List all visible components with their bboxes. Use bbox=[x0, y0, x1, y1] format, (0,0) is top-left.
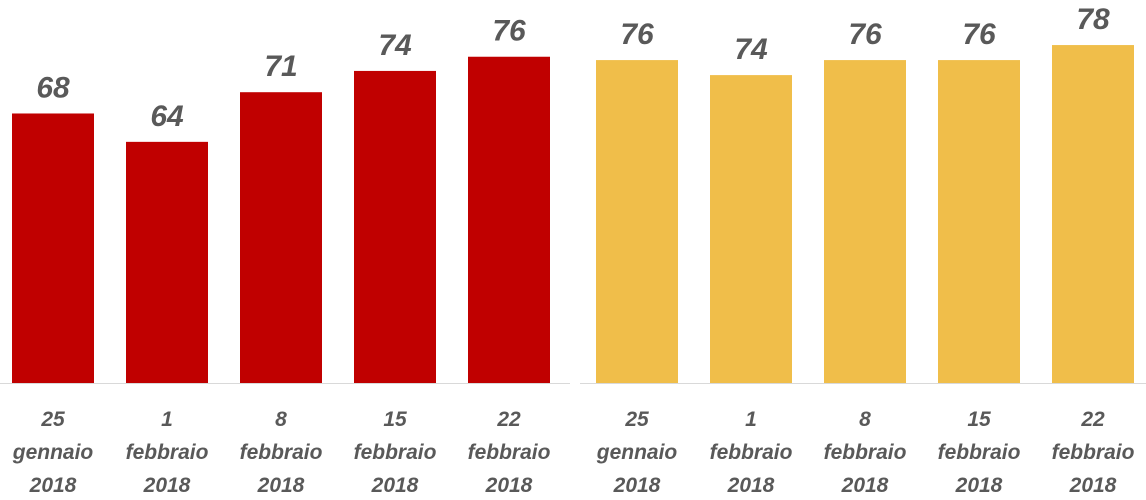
x-tick-label: 22 febbraio 2018 bbox=[467, 408, 551, 497]
value-label: 71 bbox=[264, 50, 297, 83]
value-label: 74 bbox=[734, 33, 768, 66]
x-tick-label: 1 febbraio 2018 bbox=[125, 408, 209, 497]
bar bbox=[938, 60, 1020, 383]
value-label: 76 bbox=[962, 18, 996, 51]
x-tick-label-box: 8 febbraio 2018 bbox=[224, 403, 338, 500]
bar bbox=[240, 92, 322, 383]
bar bbox=[1052, 45, 1134, 383]
x-tick-label-box: 8 febbraio 2018 bbox=[808, 403, 922, 500]
x-tick-label-box: 15 febbraio 2018 bbox=[338, 403, 452, 500]
value-label: 76 bbox=[620, 18, 654, 51]
bar bbox=[126, 141, 208, 383]
x-tick-label-box: 25 gennaio 2018 bbox=[580, 403, 694, 500]
x-tick-label: 15 febbraio 2018 bbox=[353, 408, 437, 497]
x-tick-label-box: 22 febbraio 2018 bbox=[452, 403, 566, 500]
value-label: 76 bbox=[492, 15, 526, 48]
bar bbox=[824, 60, 906, 383]
bar bbox=[468, 56, 550, 383]
x-tick-label-box: 1 febbraio 2018 bbox=[110, 403, 224, 500]
bar bbox=[710, 75, 792, 384]
x-tick-label: 8 febbraio 2018 bbox=[823, 408, 907, 497]
bar bbox=[596, 60, 678, 383]
x-tick-label-box: 1 febbraio 2018 bbox=[694, 403, 808, 500]
value-label: 74 bbox=[378, 29, 412, 62]
value-label: 76 bbox=[848, 18, 882, 51]
value-label: 78 bbox=[1076, 3, 1110, 36]
x-tick-label: 8 febbraio 2018 bbox=[239, 408, 323, 497]
x-tick-label: 15 febbraio 2018 bbox=[937, 408, 1021, 497]
x-tick-label: 1 febbraio 2018 bbox=[709, 408, 793, 497]
value-label: 68 bbox=[36, 71, 70, 104]
x-tick-label: 22 febbraio 2018 bbox=[1051, 408, 1135, 497]
bar bbox=[12, 113, 94, 384]
x-tick-label-box: 25 gennaio 2018 bbox=[0, 403, 110, 500]
x-tick-label-box: 22 febbraio 2018 bbox=[1036, 403, 1146, 500]
x-tick-label: 25 gennaio 2018 bbox=[596, 408, 678, 497]
bar bbox=[354, 70, 436, 383]
value-label: 64 bbox=[150, 100, 184, 133]
x-tick-label: 25 gennaio 2018 bbox=[12, 408, 94, 497]
x-tick-label-box: 15 febbraio 2018 bbox=[922, 403, 1036, 500]
